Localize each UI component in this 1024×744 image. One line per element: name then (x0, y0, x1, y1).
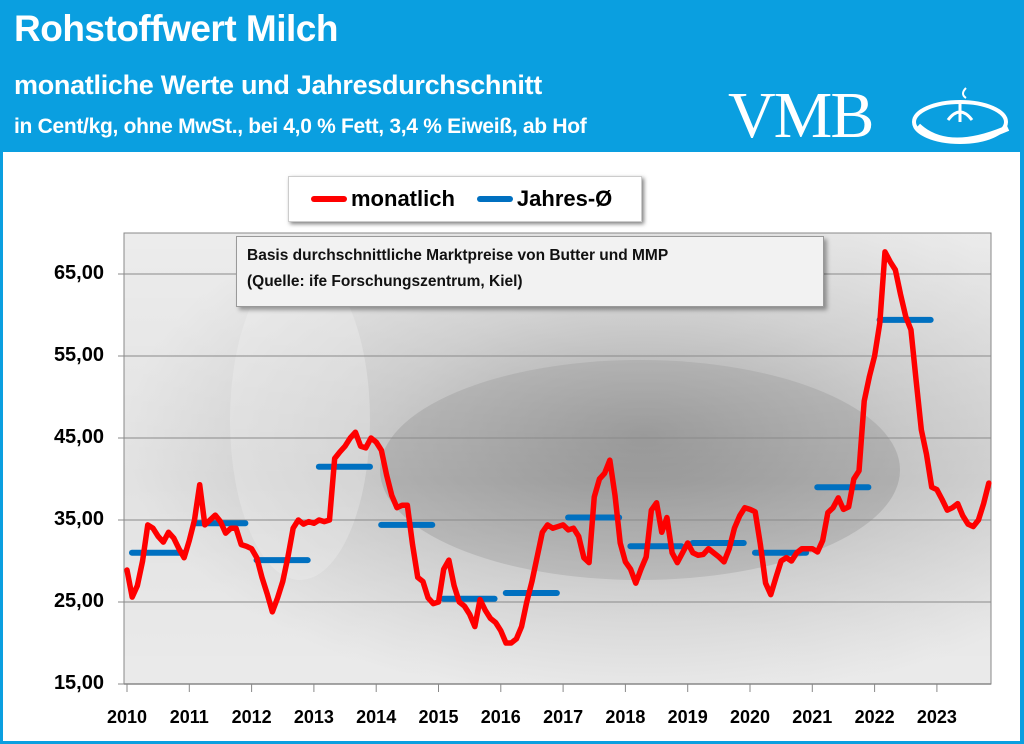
x-tick-label: 2010 (106, 707, 148, 727)
y-tick-label: 45,00 (53, 426, 104, 448)
legend-swatch-red (311, 196, 347, 202)
x-tick-label: 2020 (729, 707, 771, 727)
x-tick-label: 2021 (792, 707, 833, 727)
legend-item-monatlich: monatlich (311, 186, 455, 212)
plot-background-photo (123, 232, 992, 685)
x-tick-label: 2019 (667, 707, 708, 727)
y-tick-label: 25,00 (53, 590, 104, 612)
x-tick-label: 2011 (169, 707, 209, 727)
x-tick-label: 2017 (543, 707, 584, 727)
logo-text: VMB (728, 79, 874, 152)
x-tick-label: 2012 (231, 707, 272, 727)
y-tick-label: 35,00 (53, 508, 104, 530)
y-tick-label: 55,00 (53, 344, 104, 366)
x-tick-label: 2014 (356, 707, 397, 727)
x-tick-label: 2015 (418, 707, 459, 727)
y-tick-label: 65,00 (53, 262, 104, 284)
legend-label: Jahres-Ø (516, 186, 613, 211)
legend: monatlich Jahres-Ø (288, 176, 642, 222)
legend-label: monatlich (351, 186, 455, 211)
legend-item-jahres: Jahres-Ø (476, 186, 613, 212)
vmb-logo: VMB (728, 79, 1018, 152)
x-tick-label: 2023 (916, 707, 957, 727)
source-annotation: Basis durchschnittliche Marktpreise von … (236, 236, 824, 307)
header: Rohstoffwert Milch monatliche Werte und … (0, 0, 1024, 152)
annotation-line-1: Basis durchschnittliche Marktpreise von … (247, 247, 669, 264)
annotation-line-2: (Quelle: ife Forschungszentrum, Kiel) (247, 273, 523, 290)
unit-description: in Cent/kg, ohne MwSt., bei 4,0 % Fett, … (14, 115, 587, 138)
x-tick-label: 2022 (854, 707, 895, 727)
chart-subtitle: monatliche Werte und Jahresdurchschnitt (14, 70, 542, 100)
y-tick-label: 15,00 (53, 672, 104, 694)
chart-title: Rohstoffwert Milch (14, 8, 338, 49)
x-tick-label: 2013 (293, 707, 334, 727)
monthly-series-line (124, 249, 992, 646)
logo-swirl-icon (912, 87, 1010, 144)
legend-swatch-blue (476, 196, 513, 202)
x-tick-label: 2016 (480, 707, 521, 727)
x-tick-label: 2018 (605, 707, 646, 727)
